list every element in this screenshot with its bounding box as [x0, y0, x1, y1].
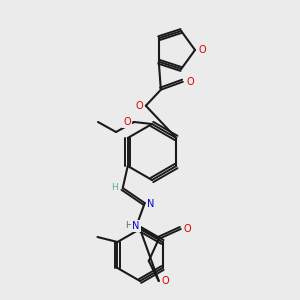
Text: N: N: [147, 199, 154, 209]
Text: H: H: [125, 221, 132, 230]
Text: O: O: [135, 101, 142, 111]
Text: O: O: [123, 117, 131, 127]
Text: N: N: [132, 221, 140, 231]
Text: O: O: [198, 45, 206, 55]
Text: H: H: [111, 184, 118, 193]
Text: O: O: [162, 276, 169, 286]
Text: O: O: [184, 224, 192, 234]
Text: O: O: [186, 77, 194, 87]
